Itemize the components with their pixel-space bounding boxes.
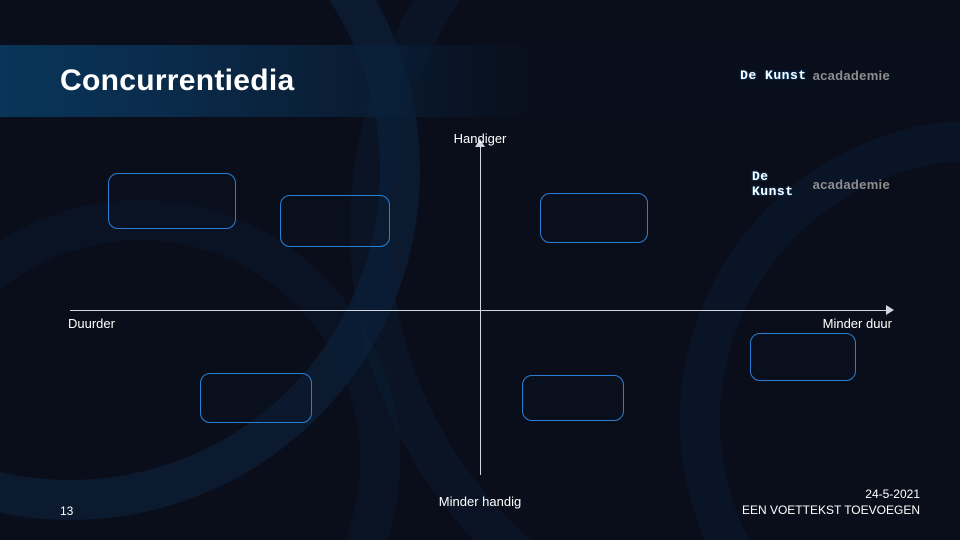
quadrant-box <box>522 375 624 421</box>
footer: 13 24-5-2021 EEN VOETTEKST TOEVOEGEN <box>60 486 920 518</box>
quadrant-box <box>540 193 648 243</box>
page-number: 13 <box>60 504 73 518</box>
logo-part2: acadademie <box>813 177 890 192</box>
brand-logo-header: De Kunst acadademie <box>740 68 890 83</box>
axis-label-top: Handiger <box>454 131 507 146</box>
axis-x <box>70 310 890 311</box>
logo-part2: acadademie <box>813 68 890 83</box>
arrow-right-icon <box>886 305 894 315</box>
quadrant-box <box>280 195 390 247</box>
footer-date: 24-5-2021 <box>742 486 920 502</box>
logo-part1: De Kunst <box>740 68 806 83</box>
footer-text: EEN VOETTEKST TOEVOEGEN <box>742 502 920 518</box>
page-title: Concurrentiedia <box>60 64 295 98</box>
brand-logo-chart: De Kunst acadademie <box>752 169 890 199</box>
quadrant-box <box>750 333 856 381</box>
quadrant-chart: Handiger Minder handig Duurder Minder du… <box>70 135 890 485</box>
quadrant-box <box>108 173 236 229</box>
axis-label-left: Duurder <box>68 316 115 331</box>
axis-label-right: Minder duur <box>823 316 892 331</box>
quadrant-box <box>200 373 312 423</box>
logo-part1: De Kunst <box>752 169 807 199</box>
